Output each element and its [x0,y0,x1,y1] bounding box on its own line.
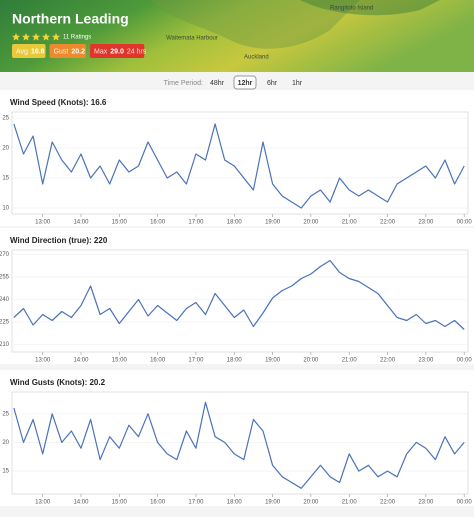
x-tick-label: 20:00 [303,220,319,226]
chart-panel: Wind Speed (Knots): 16.6 10 15 20 25 13:00 14:… [0,90,474,226]
badge-value: 29.0 [110,48,124,55]
badge-label: Max [94,48,108,55]
y-tick-label: 25 [2,411,9,417]
map-land [150,0,360,49]
x-tick-label: 17:00 [188,358,204,364]
badge-label: Avg [16,48,28,55]
plot-area [11,249,469,353]
x-tick-label: 16:00 [150,220,166,226]
badge: Avg 16.6 [12,44,46,58]
x-tick-label: 19:00 [265,220,281,226]
x-tick-label: 17:00 [188,500,204,506]
map-label: Waitemata Harbour [166,36,218,42]
x-tick-label: 20:00 [303,358,319,364]
y-tick-label: 10 [2,206,9,212]
chart-title: Wind Direction (true): 220 [10,236,108,245]
badge: Max 29.0 24 hrs [89,44,147,58]
y-tick-label: 240 [0,297,10,303]
x-tick-label: 13:00 [35,220,51,226]
x-tick-label: 00:00 [457,358,473,364]
x-tick-label: 22:00 [380,500,396,506]
badge-background [89,44,145,58]
period-option[interactable]: 12hr [238,80,253,87]
badge-background [12,44,46,58]
plot-area [11,391,469,495]
badge-value: 16.6 [31,48,45,55]
y-tick-label: 210 [0,342,10,348]
x-tick-label: 13:00 [35,500,51,506]
x-tick-label: 13:00 [35,358,51,364]
y-tick-label: 270 [0,252,10,258]
x-tick-label: 14:00 [73,358,89,364]
badges: Avg 16.6 Gust 20.2 Max 29.0 24 hrs [12,44,147,58]
x-tick-label: 00:00 [457,500,473,506]
ratings-count: 11 Ratings [63,35,91,41]
x-tick-label: 22:00 [380,358,396,364]
station-title: Northern Leading [12,11,129,27]
x-tick-label: 21:00 [342,358,358,364]
chart-panel: Wind Gusts (Knots): 20.2 15 20 25 13:00 14:00… [0,370,474,506]
chart-title: Wind Gusts (Knots): 20.2 [10,378,106,387]
x-tick-label: 20:00 [303,500,319,506]
y-tick-label: 25 [2,116,9,122]
badge-text: Gust 20.2 [54,48,86,55]
time-period-label: Time Period: [164,80,203,87]
badge: Gust 20.2 [49,44,86,58]
period-option[interactable]: 1hr [292,80,303,87]
chart-title: Wind Speed (Knots): 16.6 [10,98,107,107]
x-tick-label: 00:00 [457,220,473,226]
x-tick-label: 14:00 [73,500,89,506]
y-tick-label: 15 [2,469,9,475]
x-tick-label: 17:00 [188,220,204,226]
x-tick-label: 22:00 [380,220,396,226]
period-option[interactable]: 6hr [267,80,278,87]
badge-label: Gust [54,48,69,55]
plot-area [11,111,469,215]
badge-text: Max 29.0 24 hrs [94,48,147,55]
x-tick-label: 14:00 [73,220,89,226]
x-tick-label: 21:00 [342,500,358,506]
charts: Wind Speed (Knots): 16.6 10 15 20 25 13:00 14:… [0,90,474,506]
x-tick-label: 23:00 [418,358,434,364]
x-tick-label: 23:00 [418,220,434,226]
time-period-selector: Time Period: 48hr 12hr 6hr 1hr [164,75,303,90]
x-tick-label: 18:00 [227,220,243,226]
period-option[interactable]: 48hr [210,80,225,87]
y-tick-label: 20 [2,440,9,446]
badge-text: Avg 16.6 [16,48,45,55]
x-tick-label: 16:00 [150,358,166,364]
x-tick-label: 15:00 [112,220,128,226]
badge-value: 20.2 [71,48,85,55]
data-line [13,123,465,209]
map-label: Auckland [244,55,269,61]
y-tick-label: 255 [0,275,10,281]
y-tick-label: 15 [2,176,9,182]
x-tick-label: 23:00 [418,500,434,506]
map-label: Rangitoto Island [330,6,373,12]
badge-background [49,44,86,58]
period-selected-box[interactable] [233,75,257,90]
chart-panel: Wind Direction (true): 220 210 225 240 255 27… [0,228,474,364]
data-line [13,259,465,330]
x-tick-label: 21:00 [342,220,358,226]
x-tick-label: 18:00 [227,500,243,506]
y-tick-label: 20 [2,146,9,152]
x-tick-label: 19:00 [265,358,281,364]
y-tick-label: 225 [0,320,10,326]
map-island [300,0,440,16]
x-tick-label: 18:00 [227,358,243,364]
x-tick-label: 15:00 [112,358,128,364]
data-line [13,401,465,489]
x-tick-label: 15:00 [112,500,128,506]
badge-note: 24 hrs [127,48,147,55]
x-tick-label: 16:00 [150,500,166,506]
x-tick-label: 19:00 [265,500,281,506]
